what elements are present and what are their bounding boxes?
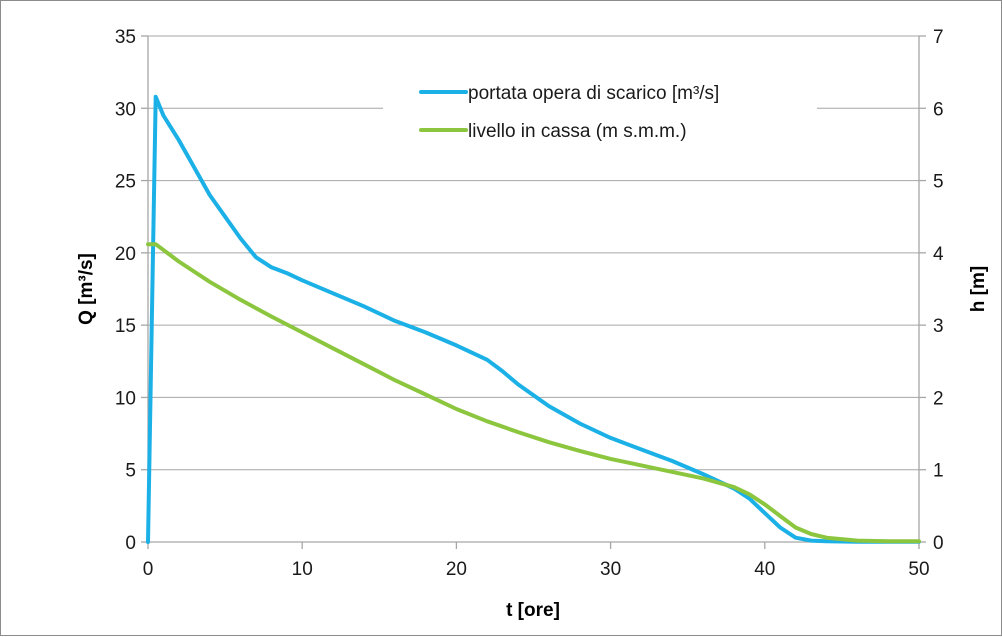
y2-tick-label: 3 <box>933 316 944 337</box>
y2-tick-label: 0 <box>933 533 944 554</box>
legend-background <box>383 67 817 163</box>
y2-tick-label: 6 <box>933 99 944 120</box>
y-tick-label: 35 <box>115 27 136 48</box>
y-tick-label: 10 <box>115 388 136 409</box>
y-tick-label: 0 <box>125 533 136 554</box>
x-tick-label: 20 <box>446 559 467 580</box>
x-tick-label: 50 <box>908 559 929 580</box>
y2-axis-title: h [m] <box>968 266 989 312</box>
x-tick-label: 10 <box>292 559 313 580</box>
series-lines <box>146 94 921 544</box>
y-tick-label: 25 <box>115 172 136 193</box>
x-axis-title: t [ore] <box>506 600 560 621</box>
x-tick-label: 0 <box>143 559 154 580</box>
x-tick-label: 40 <box>754 559 775 580</box>
legend-label-portata: portata opera di scarico [m³/s] <box>468 83 719 104</box>
y2-tick-label: 5 <box>933 172 944 193</box>
y2-tick-label: 1 <box>933 461 944 482</box>
y-tick-label: 5 <box>125 461 136 482</box>
tick-labels: 0 5 10 15 20 25 30 35 0 1 2 3 4 5 6 7 0 10 20 30 40 50 <box>115 27 944 580</box>
y-axis-title: Q [m³/s] <box>76 253 97 325</box>
y-tick-label: 30 <box>115 99 136 120</box>
x-tick-label: 30 <box>600 559 621 580</box>
y2-tick-label: 4 <box>933 244 944 265</box>
y2-tick-label: 2 <box>933 388 944 409</box>
y-tick-label: 15 <box>115 316 136 337</box>
y2-tick-label: 7 <box>933 27 944 48</box>
series-line-1 <box>146 94 921 544</box>
legend-label-livello: livello in cassa (m s.m.m.) <box>468 121 687 142</box>
series-line-2 <box>146 242 921 544</box>
y-tick-label: 20 <box>115 244 136 265</box>
